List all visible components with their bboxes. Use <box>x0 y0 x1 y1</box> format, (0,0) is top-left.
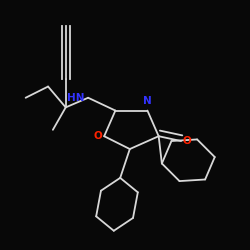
Text: N: N <box>143 96 152 106</box>
Text: HN: HN <box>68 93 85 103</box>
Text: O: O <box>94 131 102 141</box>
Text: O: O <box>183 136 192 146</box>
